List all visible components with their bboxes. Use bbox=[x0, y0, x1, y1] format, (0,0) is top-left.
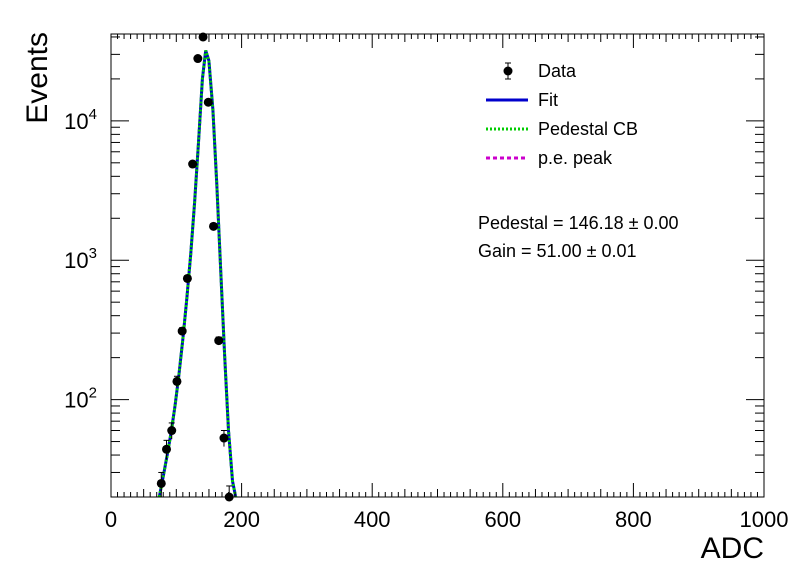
data-point bbox=[188, 159, 198, 169]
data-point bbox=[214, 336, 224, 346]
data-marker bbox=[177, 326, 187, 336]
data-marker bbox=[214, 336, 224, 346]
legend-label: Fit bbox=[538, 90, 558, 110]
data-point bbox=[167, 422, 177, 440]
legend: Data Fit Pedestal CB p.e. peak bbox=[486, 61, 638, 168]
series-pedestal-cb bbox=[157, 50, 238, 498]
legend-data-marker bbox=[503, 66, 513, 76]
data-point bbox=[203, 97, 213, 107]
data-marker bbox=[198, 32, 208, 42]
data-marker bbox=[219, 433, 229, 443]
data-marker bbox=[182, 273, 192, 283]
data-point bbox=[156, 471, 166, 497]
x-tick-label: 800 bbox=[615, 507, 652, 532]
x-tick-label: 200 bbox=[223, 507, 260, 532]
data-point bbox=[182, 273, 192, 283]
data-marker bbox=[188, 159, 198, 169]
x-tick-label: 400 bbox=[354, 507, 391, 532]
legend-label: Data bbox=[538, 61, 577, 81]
legend-label: Pedestal CB bbox=[538, 119, 638, 139]
data-point bbox=[193, 54, 203, 64]
x-tick-label: 0 bbox=[105, 507, 117, 532]
plot-frame bbox=[110, 33, 765, 498]
data-marker bbox=[172, 376, 182, 386]
curves-layer bbox=[157, 50, 238, 498]
data-marker bbox=[203, 97, 213, 107]
x-axis-title: ADC bbox=[701, 532, 764, 565]
legend-label: p.e. peak bbox=[538, 148, 613, 168]
y-axis-title: Events bbox=[21, 32, 54, 124]
data-marker bbox=[193, 54, 203, 64]
data-point bbox=[198, 32, 208, 42]
x-tick-label: 1000 bbox=[740, 507, 789, 532]
stat-line: Pedestal = 146.18 ± 0.00 bbox=[478, 213, 679, 233]
data-point bbox=[172, 375, 182, 388]
y-tick-label: 102 bbox=[64, 385, 97, 413]
y-tick-label: 103 bbox=[64, 245, 97, 273]
y-tick-label: 104 bbox=[64, 106, 97, 134]
data-marker bbox=[209, 221, 219, 231]
data-points-layer bbox=[156, 32, 234, 502]
data-point bbox=[177, 326, 187, 336]
stat-box: Pedestal = 146.18 ± 0.00 Gain = 51.00 ± 0… bbox=[478, 213, 679, 261]
x-tick-label: 600 bbox=[484, 507, 521, 532]
data-point bbox=[209, 221, 219, 231]
data-marker bbox=[167, 426, 177, 436]
data-marker bbox=[162, 444, 172, 454]
data-point bbox=[219, 430, 229, 447]
data-point bbox=[162, 439, 172, 460]
stat-line: Gain = 51.00 ± 0.01 bbox=[478, 241, 637, 261]
data-marker bbox=[156, 478, 166, 488]
